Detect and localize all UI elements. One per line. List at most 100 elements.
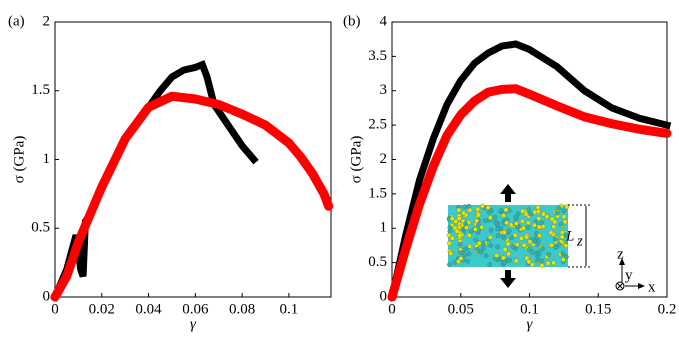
atom (488, 243, 494, 248)
atom (458, 250, 464, 256)
x-tick-label: 0.08 (229, 301, 255, 317)
panel-label: (b) (343, 13, 361, 29)
atom (536, 238, 541, 244)
atom (551, 260, 557, 266)
atom (512, 232, 518, 238)
atom (544, 214, 550, 220)
axis-y-label: y (625, 267, 633, 283)
atom (502, 247, 508, 252)
y-tick-label: 0 (43, 288, 51, 304)
atom (474, 246, 480, 252)
atom (551, 224, 557, 230)
axis-y-cross (616, 282, 624, 290)
atom (513, 214, 519, 220)
atom (536, 251, 542, 257)
atom (485, 205, 491, 211)
atom (475, 206, 481, 212)
atom (457, 233, 463, 239)
atom (561, 214, 567, 220)
atom (500, 255, 506, 261)
atom (507, 257, 512, 263)
atom (473, 237, 479, 243)
y-tick-label: 1 (43, 151, 51, 167)
y-axis-label: σ (GPa) (11, 136, 27, 184)
y-tick-label: 3 (380, 82, 388, 98)
atom (535, 209, 541, 215)
atom (564, 254, 569, 260)
x-tick-label: 0 (51, 301, 59, 317)
atom (493, 219, 499, 225)
atom (463, 221, 468, 227)
atom (546, 252, 552, 257)
y-axis-label: σ (GPa) (348, 136, 364, 184)
x-tick-label: 0.15 (585, 301, 611, 317)
axis-z-head (619, 258, 625, 265)
atom (520, 208, 525, 214)
x-tick-label: 0.1 (280, 301, 299, 317)
atom (553, 245, 559, 250)
atom (502, 260, 507, 265)
atom (466, 251, 472, 257)
atom (487, 262, 493, 267)
length-label: L (565, 228, 574, 244)
axis-x-head (638, 283, 645, 289)
atom (535, 205, 541, 210)
atom (529, 262, 535, 268)
atom (458, 256, 464, 261)
atom (495, 233, 501, 239)
x-tick-label: 0.06 (182, 301, 209, 317)
atom (479, 224, 484, 230)
atom (564, 204, 570, 210)
atom (504, 220, 509, 226)
atom (556, 241, 562, 247)
atom (501, 213, 506, 218)
atom (454, 228, 460, 234)
data-line (50, 91, 334, 302)
y-tick-label: 4 (380, 13, 388, 29)
atom (545, 260, 551, 266)
atom (513, 258, 519, 264)
atom (530, 249, 535, 255)
atom (503, 207, 509, 213)
atom (525, 225, 531, 230)
arrow-down (500, 270, 516, 288)
atom (541, 211, 546, 217)
atom (554, 210, 560, 216)
atom (521, 242, 527, 248)
atom (483, 218, 488, 223)
atom (527, 239, 533, 245)
y-tick-label: 1.5 (368, 185, 387, 201)
atom (539, 263, 545, 268)
atom (481, 245, 486, 251)
atom (480, 240, 486, 246)
atom (524, 255, 530, 261)
x-tick-label: 0.05 (448, 301, 474, 317)
arrow-up (500, 184, 516, 202)
atom (563, 232, 568, 238)
atom (562, 219, 568, 225)
atom (506, 251, 511, 257)
axes-frame (54, 21, 332, 298)
atom (446, 232, 452, 238)
atom (450, 235, 455, 241)
atom (548, 230, 554, 235)
atom (513, 221, 519, 226)
atom (549, 242, 554, 248)
atom (520, 218, 525, 224)
atom (508, 222, 514, 228)
y-tick-label: 1 (380, 220, 388, 236)
y-tick-label: 2 (43, 13, 51, 29)
atom (537, 233, 542, 238)
axis-y-circle (615, 281, 625, 291)
atom (509, 235, 515, 241)
atom (480, 203, 485, 209)
atom (519, 236, 524, 241)
atom (510, 244, 516, 249)
atom (447, 228, 453, 234)
atom (526, 207, 531, 212)
atom (521, 225, 526, 231)
atom (462, 204, 468, 210)
atom (539, 220, 545, 226)
data-line (387, 84, 672, 302)
